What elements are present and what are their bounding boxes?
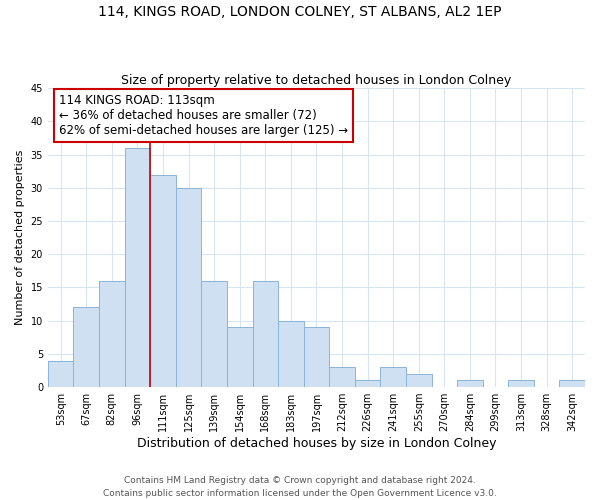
- X-axis label: Distribution of detached houses by size in London Colney: Distribution of detached houses by size …: [137, 437, 496, 450]
- Text: Contains HM Land Registry data © Crown copyright and database right 2024.
Contai: Contains HM Land Registry data © Crown c…: [103, 476, 497, 498]
- Bar: [457, 380, 482, 387]
- Bar: [355, 380, 380, 387]
- Bar: [73, 308, 99, 387]
- Bar: [227, 328, 253, 387]
- Text: 114 KINGS ROAD: 113sqm
← 36% of detached houses are smaller (72)
62% of semi-det: 114 KINGS ROAD: 113sqm ← 36% of detached…: [59, 94, 348, 137]
- Y-axis label: Number of detached properties: Number of detached properties: [15, 150, 25, 326]
- Bar: [125, 148, 150, 387]
- Bar: [380, 367, 406, 387]
- Bar: [278, 320, 304, 387]
- Bar: [304, 328, 329, 387]
- Bar: [329, 367, 355, 387]
- Bar: [253, 281, 278, 387]
- Bar: [202, 281, 227, 387]
- Bar: [559, 380, 585, 387]
- Title: Size of property relative to detached houses in London Colney: Size of property relative to detached ho…: [121, 74, 512, 87]
- Bar: [508, 380, 534, 387]
- Bar: [99, 281, 125, 387]
- Text: 114, KINGS ROAD, LONDON COLNEY, ST ALBANS, AL2 1EP: 114, KINGS ROAD, LONDON COLNEY, ST ALBAN…: [98, 5, 502, 19]
- Bar: [150, 174, 176, 387]
- Bar: [176, 188, 202, 387]
- Bar: [48, 360, 73, 387]
- Bar: [406, 374, 431, 387]
